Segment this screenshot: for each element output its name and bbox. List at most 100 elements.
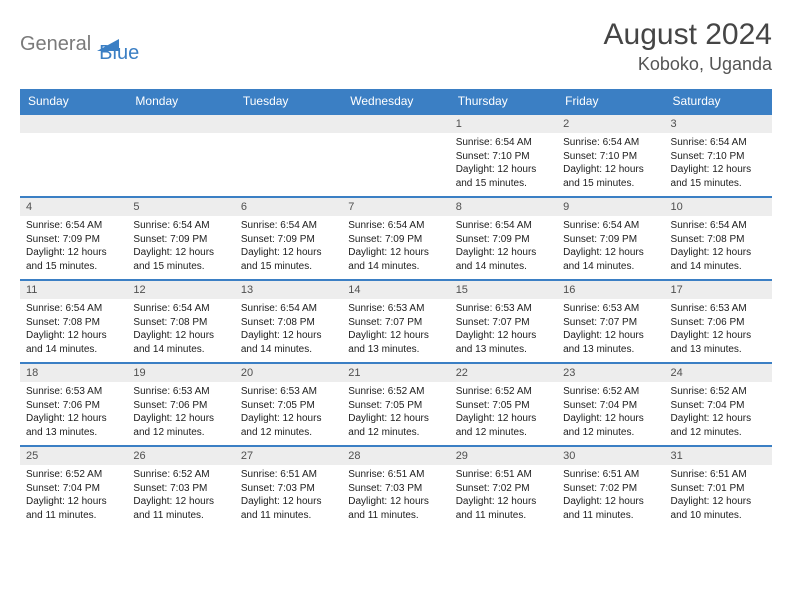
sunset-line: Sunset: 7:09 PM	[456, 233, 551, 247]
sunset-line: Sunset: 7:03 PM	[348, 482, 443, 496]
weekday-header: Tuesday	[235, 89, 342, 114]
daylight-line: Daylight: 12 hours and 14 minutes.	[671, 246, 766, 273]
day-info-cell: Sunrise: 6:53 AMSunset: 7:06 PMDaylight:…	[20, 382, 127, 446]
calendar-table: SundayMondayTuesdayWednesdayThursdayFrid…	[20, 89, 772, 528]
day-info-cell	[342, 133, 449, 197]
day-info-cell: Sunrise: 6:54 AMSunset: 7:08 PMDaylight:…	[127, 299, 234, 363]
sunrise-line: Sunrise: 6:54 AM	[241, 219, 336, 233]
day-info-cell: Sunrise: 6:53 AMSunset: 7:05 PMDaylight:…	[235, 382, 342, 446]
day-info-cell: Sunrise: 6:54 AMSunset: 7:09 PMDaylight:…	[450, 216, 557, 280]
day-info-cell: Sunrise: 6:54 AMSunset: 7:09 PMDaylight:…	[342, 216, 449, 280]
day-info-cell: Sunrise: 6:53 AMSunset: 7:07 PMDaylight:…	[342, 299, 449, 363]
day-info-cell: Sunrise: 6:51 AMSunset: 7:02 PMDaylight:…	[450, 465, 557, 528]
daylight-line: Daylight: 12 hours and 15 minutes.	[671, 163, 766, 190]
daylight-line: Daylight: 12 hours and 13 minutes.	[456, 329, 551, 356]
day-info-cell: Sunrise: 6:54 AMSunset: 7:10 PMDaylight:…	[450, 133, 557, 197]
day-number-cell: 4	[20, 197, 127, 216]
day-number-cell: 26	[127, 446, 234, 465]
day-info-cell: Sunrise: 6:51 AMSunset: 7:02 PMDaylight:…	[557, 465, 664, 528]
day-info-cell: Sunrise: 6:53 AMSunset: 7:07 PMDaylight:…	[450, 299, 557, 363]
daylight-line: Daylight: 12 hours and 11 minutes.	[26, 495, 121, 522]
sunset-line: Sunset: 7:09 PM	[241, 233, 336, 247]
day-info-cell: Sunrise: 6:52 AMSunset: 7:03 PMDaylight:…	[127, 465, 234, 528]
day-number-cell	[342, 114, 449, 133]
day-info-cell	[127, 133, 234, 197]
day-number-cell: 29	[450, 446, 557, 465]
sunrise-line: Sunrise: 6:54 AM	[133, 219, 228, 233]
sunset-line: Sunset: 7:08 PM	[133, 316, 228, 330]
sunset-line: Sunset: 7:10 PM	[671, 150, 766, 164]
daylight-line: Daylight: 12 hours and 10 minutes.	[671, 495, 766, 522]
sunset-line: Sunset: 7:06 PM	[671, 316, 766, 330]
sunset-line: Sunset: 7:05 PM	[241, 399, 336, 413]
day-number-cell: 31	[665, 446, 772, 465]
sunset-line: Sunset: 7:04 PM	[26, 482, 121, 496]
sunrise-line: Sunrise: 6:52 AM	[348, 385, 443, 399]
sunrise-line: Sunrise: 6:54 AM	[671, 219, 766, 233]
day-number-row: 11121314151617	[20, 280, 772, 299]
day-info-cell: Sunrise: 6:54 AMSunset: 7:09 PMDaylight:…	[557, 216, 664, 280]
day-number-cell: 24	[665, 363, 772, 382]
sunrise-line: Sunrise: 6:53 AM	[348, 302, 443, 316]
daylight-line: Daylight: 12 hours and 15 minutes.	[456, 163, 551, 190]
sunrise-line: Sunrise: 6:53 AM	[133, 385, 228, 399]
day-number-cell: 22	[450, 363, 557, 382]
day-info-cell: Sunrise: 6:54 AMSunset: 7:10 PMDaylight:…	[665, 133, 772, 197]
sunrise-line: Sunrise: 6:52 AM	[133, 468, 228, 482]
sunset-line: Sunset: 7:06 PM	[26, 399, 121, 413]
daylight-line: Daylight: 12 hours and 12 minutes.	[671, 412, 766, 439]
day-number-cell: 3	[665, 114, 772, 133]
daylight-line: Daylight: 12 hours and 11 minutes.	[456, 495, 551, 522]
sunrise-line: Sunrise: 6:52 AM	[563, 385, 658, 399]
day-info-cell: Sunrise: 6:53 AMSunset: 7:06 PMDaylight:…	[127, 382, 234, 446]
daylight-line: Daylight: 12 hours and 14 minutes.	[348, 246, 443, 273]
sunset-line: Sunset: 7:04 PM	[563, 399, 658, 413]
daylight-line: Daylight: 12 hours and 13 minutes.	[26, 412, 121, 439]
day-info-cell	[235, 133, 342, 197]
day-info-cell: Sunrise: 6:54 AMSunset: 7:08 PMDaylight:…	[20, 299, 127, 363]
daylight-line: Daylight: 12 hours and 14 minutes.	[26, 329, 121, 356]
day-info-row: Sunrise: 6:54 AMSunset: 7:10 PMDaylight:…	[20, 133, 772, 197]
sunset-line: Sunset: 7:10 PM	[563, 150, 658, 164]
daylight-line: Daylight: 12 hours and 11 minutes.	[563, 495, 658, 522]
page-header: General Blue August 2024 Koboko, Uganda	[20, 18, 772, 75]
day-info-cell: Sunrise: 6:54 AMSunset: 7:09 PMDaylight:…	[127, 216, 234, 280]
sunrise-line: Sunrise: 6:51 AM	[241, 468, 336, 482]
day-number-cell: 13	[235, 280, 342, 299]
sunrise-line: Sunrise: 6:54 AM	[456, 219, 551, 233]
sunrise-line: Sunrise: 6:53 AM	[671, 302, 766, 316]
day-info-cell: Sunrise: 6:52 AMSunset: 7:05 PMDaylight:…	[450, 382, 557, 446]
sunset-line: Sunset: 7:04 PM	[671, 399, 766, 413]
weekday-header: Thursday	[450, 89, 557, 114]
day-info-cell: Sunrise: 6:52 AMSunset: 7:05 PMDaylight:…	[342, 382, 449, 446]
sunset-line: Sunset: 7:03 PM	[241, 482, 336, 496]
sunrise-line: Sunrise: 6:53 AM	[563, 302, 658, 316]
daylight-line: Daylight: 12 hours and 12 minutes.	[133, 412, 228, 439]
day-number-cell	[20, 114, 127, 133]
daylight-line: Daylight: 12 hours and 11 minutes.	[241, 495, 336, 522]
sunset-line: Sunset: 7:09 PM	[133, 233, 228, 247]
day-number-cell: 18	[20, 363, 127, 382]
day-number-cell: 1	[450, 114, 557, 133]
day-info-cell: Sunrise: 6:53 AMSunset: 7:07 PMDaylight:…	[557, 299, 664, 363]
daylight-line: Daylight: 12 hours and 13 minutes.	[563, 329, 658, 356]
day-number-row: 18192021222324	[20, 363, 772, 382]
daylight-line: Daylight: 12 hours and 14 minutes.	[456, 246, 551, 273]
sunset-line: Sunset: 7:07 PM	[456, 316, 551, 330]
day-number-cell: 23	[557, 363, 664, 382]
daylight-line: Daylight: 12 hours and 14 minutes.	[563, 246, 658, 273]
day-info-cell: Sunrise: 6:54 AMSunset: 7:10 PMDaylight:…	[557, 133, 664, 197]
weekday-header: Wednesday	[342, 89, 449, 114]
weekday-header: Sunday	[20, 89, 127, 114]
brand-logo: General Blue	[20, 24, 139, 65]
sunrise-line: Sunrise: 6:54 AM	[563, 219, 658, 233]
day-info-cell: Sunrise: 6:54 AMSunset: 7:08 PMDaylight:…	[665, 216, 772, 280]
sunrise-line: Sunrise: 6:51 AM	[563, 468, 658, 482]
sunset-line: Sunset: 7:08 PM	[241, 316, 336, 330]
daylight-line: Daylight: 12 hours and 15 minutes.	[563, 163, 658, 190]
day-number-cell: 19	[127, 363, 234, 382]
sunrise-line: Sunrise: 6:51 AM	[671, 468, 766, 482]
day-number-cell	[127, 114, 234, 133]
day-info-cell	[20, 133, 127, 197]
weekday-header: Friday	[557, 89, 664, 114]
